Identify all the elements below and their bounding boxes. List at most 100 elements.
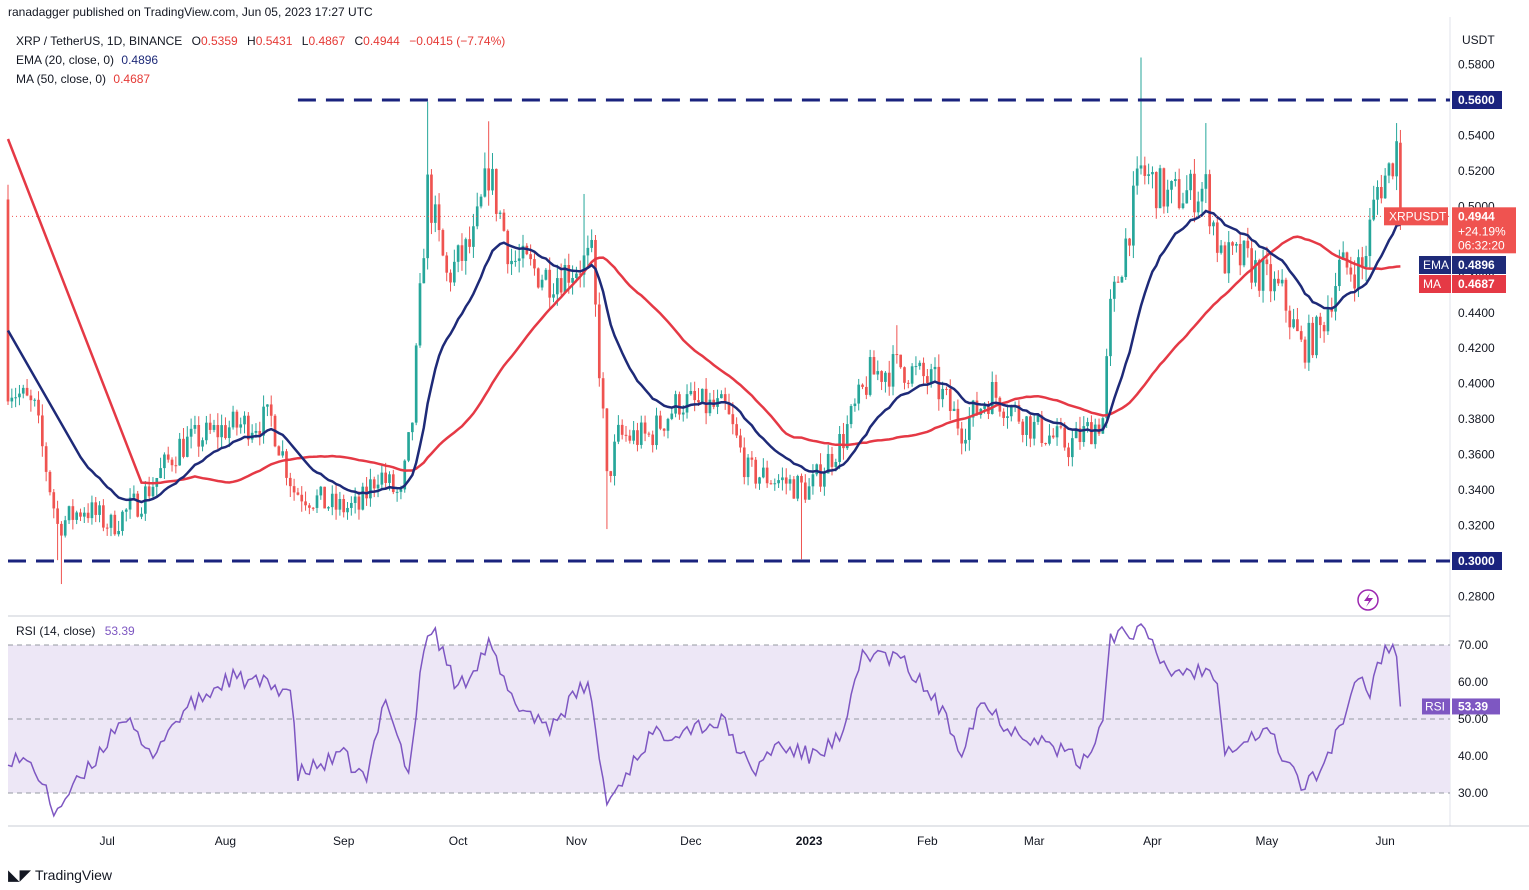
candle-body [655, 415, 658, 446]
candle-body [1093, 424, 1097, 445]
candle-body [25, 387, 29, 396]
candle-body [79, 512, 82, 517]
candle-body [37, 399, 40, 416]
candle-body [823, 473, 826, 487]
candle-body [1326, 309, 1330, 332]
ma50-line [6, 138, 1401, 485]
candle-body [617, 424, 620, 442]
ema-legend[interactable]: EMA (20, close, 0) 0.4896 [16, 53, 159, 67]
candle-body [685, 394, 689, 413]
candle-body [899, 354, 903, 368]
rsi-tick-label: 50.00 [1458, 712, 1488, 726]
candle-body [1105, 356, 1109, 419]
candle-body [422, 258, 426, 284]
candle-body [296, 492, 300, 495]
candle-body [147, 486, 151, 497]
candle-body [536, 268, 540, 288]
candle-body [1322, 325, 1326, 332]
candle-body [266, 404, 269, 407]
candle-body [1051, 435, 1055, 438]
rsi-tag-value: 53.39 [1458, 699, 1488, 713]
candle-body [624, 434, 628, 436]
candle-body [319, 486, 323, 496]
candle-body [376, 484, 380, 489]
candle-body [18, 393, 21, 398]
candle-body [1330, 309, 1334, 312]
candle-body [372, 479, 376, 489]
candle-body [1383, 175, 1387, 199]
main-legend: XRP / TetherUS, 1D, BINANCE O0.5359 H0.5… [16, 32, 505, 89]
symbol-title[interactable]: XRP / TetherUS, 1D, BINANCE [16, 34, 183, 48]
candle-body [479, 196, 483, 207]
candle-body [1143, 165, 1147, 176]
candle-body [1250, 248, 1253, 283]
candle-body [182, 438, 185, 457]
candle-body [1151, 172, 1154, 175]
candle-body [876, 371, 880, 375]
candle-body [487, 168, 491, 191]
time-tick-label: Nov [566, 834, 587, 848]
candle-body [349, 502, 353, 508]
candle-body [578, 273, 582, 275]
candle-body [720, 394, 723, 399]
candle-body [1338, 259, 1341, 287]
candle-body [773, 483, 777, 485]
candle-body [544, 269, 548, 280]
candle-body [693, 390, 697, 401]
candle-body [262, 406, 265, 436]
rsi-line [7, 622, 1402, 818]
ohlc-high: H0.5431 [247, 34, 293, 48]
candle-body [1235, 243, 1238, 246]
candle-body [1074, 428, 1078, 439]
candle-body [472, 226, 475, 247]
candle-body [1059, 426, 1063, 428]
candle-body [887, 372, 891, 387]
candle-body [430, 174, 433, 223]
candle-body [529, 254, 532, 260]
candle-body [731, 414, 735, 425]
candle-body [1254, 260, 1257, 283]
tradingview-logo[interactable]: ◣◤ TradingView [8, 867, 113, 884]
candle-body [384, 472, 388, 483]
candle-body [1090, 422, 1093, 445]
candle-body [800, 475, 803, 483]
candle-body [605, 408, 609, 472]
candle-body [1132, 185, 1135, 246]
rsi-tick-label: 30.00 [1458, 786, 1488, 800]
candle-body [277, 446, 281, 456]
candle-body [872, 357, 876, 375]
candle-body [441, 230, 445, 256]
candle-body [1238, 243, 1242, 266]
candle-body [1318, 316, 1322, 326]
rsi-tick-label: 40.00 [1458, 749, 1488, 763]
ma-tag-value: 0.4687 [1458, 277, 1495, 291]
candle-body [609, 471, 613, 476]
candle-body [254, 430, 258, 433]
candle-body [323, 486, 326, 509]
time-tick-label: Jul [100, 834, 115, 848]
candle-body [1379, 187, 1383, 199]
candle-body [288, 477, 292, 487]
candle-body [758, 477, 761, 484]
candle-body [586, 247, 590, 256]
ma-tag-name-bg [1419, 275, 1451, 293]
candle-body [353, 496, 357, 503]
candle-body [498, 212, 502, 214]
candle-body [983, 405, 986, 409]
rsi-legend[interactable]: RSI (14, close) 53.39 [16, 624, 135, 638]
candle-body [304, 501, 307, 506]
candle-body [86, 512, 90, 519]
candle-body [327, 507, 330, 509]
candle-body [342, 499, 346, 513]
candle-body [1227, 242, 1231, 274]
candle-body [170, 459, 174, 466]
candle-body [1200, 188, 1204, 202]
price-tick-label: 0.3600 [1458, 448, 1495, 462]
candle-body [285, 451, 288, 478]
candle-body [647, 433, 651, 435]
candle-body [903, 367, 906, 383]
candle-body [48, 471, 52, 493]
ma-legend[interactable]: MA (50, close, 0) 0.4687 [16, 72, 151, 86]
time-tick-label: Apr [1143, 834, 1162, 848]
